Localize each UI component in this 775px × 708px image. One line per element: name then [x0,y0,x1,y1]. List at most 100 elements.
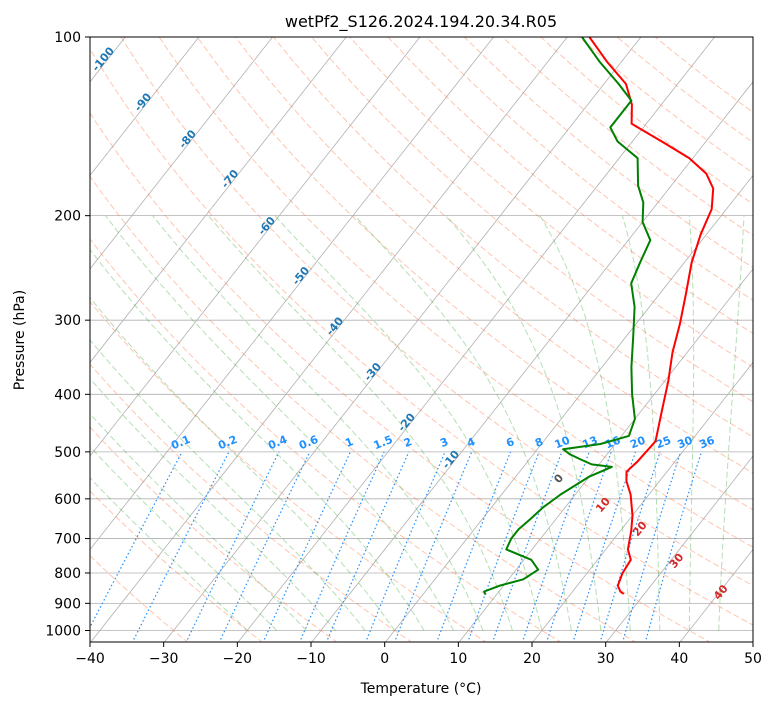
moist-adiabat [688,215,695,631]
background-lines [90,37,753,642]
mixing-ratio-line [572,451,637,642]
dry-adiabat [540,37,753,205]
x-tick-label: 50 [744,651,762,667]
isotherm-gridline [90,37,494,551]
series-group [483,37,715,596]
moist-adiabat [90,296,396,631]
isotherm-label: -20 [395,410,418,434]
isotherm-gridline [90,37,347,364]
mixing-ratio-line [599,451,661,642]
x-tick-label: −30 [149,651,179,667]
dry-adiabat [90,175,637,642]
x-tick-label: −40 [75,651,105,667]
isotherm-label: -90 [132,90,155,114]
mixing-ratio-label: 8 [533,435,545,450]
mixing-ratio-line [492,451,563,642]
plot-area: 0.1 0.2 0.4 0.6 1 1.5 2 3 4 6 8 10 13 16 20 25 30 36-100-… [89,37,753,642]
mixing-ratio-line [467,451,540,642]
moist-adiabat [354,215,572,631]
dry-adiabat [120,37,753,587]
moist-adiabat-label: 10 [593,495,613,515]
y-axis: 100 200 300 400 500 600 700 800 900 1000 [45,30,90,640]
moist-adiabat [274,215,543,631]
dry-adiabat [90,112,711,642]
y-tick-label: 900 [54,596,81,612]
moist-adiabat-label: 0 [551,471,566,485]
mixing-ratio-label: 13 [581,434,600,452]
moist-adiabat [152,215,484,631]
isotherm-gridline [311,81,753,642]
isotherm-gridline [164,37,642,642]
mixing-ratio-label: 3 [438,435,450,450]
dry-adiabat [235,37,753,474]
mixing-ratio-line [393,451,473,642]
mixing-ratio-line [262,451,351,642]
x-tick-label: −20 [223,651,253,667]
moist-adiabat [90,248,425,631]
dry-adiabat [349,37,753,368]
mixing-ratio-label: 0.2 [216,433,239,452]
isotherm-label: -10 [440,448,463,472]
isotherm-gridline [458,268,753,642]
isotherm-label: -100 [89,44,117,74]
y-tick-label: 200 [54,209,81,225]
x-tick-label: 30 [597,651,615,667]
y-tick-label: 600 [54,492,81,508]
mixing-ratio-label: 6 [504,435,516,450]
x-tick-label: 20 [523,651,541,667]
isotherm-gridline [237,37,715,642]
mixing-ratio-label: 25 [654,434,673,452]
mixing-ratio-line [131,451,230,642]
mixing-ratio-label: 2 [402,435,414,450]
dry-adiabat [90,490,263,642]
mixing-ratio-label: 4 [465,435,477,450]
isotherm-gridline [532,361,753,642]
x-axis-label: Temperature (°C) [360,681,482,697]
mixing-ratio-label: 36 [697,434,716,452]
isotherm-label: -70 [219,167,242,191]
mixing-ratio-line [521,451,590,642]
mixing-ratio-line [325,451,410,642]
mixing-ratio-label: 1 [343,435,355,450]
dry-adiabat [311,37,753,403]
dry-adiabat [196,37,753,511]
isotherm-gridline [90,37,421,457]
dry-adiabat [90,300,487,642]
isotherm-label: -30 [361,360,384,384]
mixing-ratio-label: 0.4 [266,433,289,452]
mixing-ratio-label: 10 [553,434,572,452]
dry-adiabat [90,426,338,642]
moist-adiabat [207,215,513,631]
isotherm-label: -80 [176,127,199,151]
mixing-ratio-label: 20 [628,434,647,452]
chart-title: wetPf2_S126.2024.194.20.34.R05 [285,12,557,32]
dry-adiabat [425,37,753,301]
moist-adiabat [90,339,366,631]
y-tick-label: 700 [54,532,81,548]
y-tick-label: 800 [54,566,81,582]
moist-adiabat [90,377,336,631]
dewpoint-line [483,37,652,596]
mixing-ratio-line [185,451,280,642]
dry-adiabat [273,37,753,438]
moist-adiabat [539,215,631,631]
y-tick-label: 400 [54,387,81,403]
isotherm-label: -60 [255,214,278,238]
y-tick-label: 1000 [45,624,81,640]
dry-adiabat [90,48,753,626]
y-tick-label: 300 [54,313,81,329]
dry-adiabat [90,363,413,642]
moist-adiabat [90,477,248,631]
x-axis: −40 −30 −20 −10 0 10 20 30 40 50 [75,642,762,667]
isotherm-label: -40 [324,314,347,338]
mixing-ratio-line [436,451,512,642]
mixing-ratio-label: 1.5 [372,433,395,452]
mixing-ratio-label: 0.6 [297,433,320,452]
temperature-line [588,37,715,595]
mixing-ratio-label: 0.1 [169,433,192,452]
x-tick-label: 10 [449,651,467,667]
moist-adiabat [718,215,745,631]
moist-adiabat [621,215,661,631]
mixing-ratio-label: 30 [675,434,694,452]
